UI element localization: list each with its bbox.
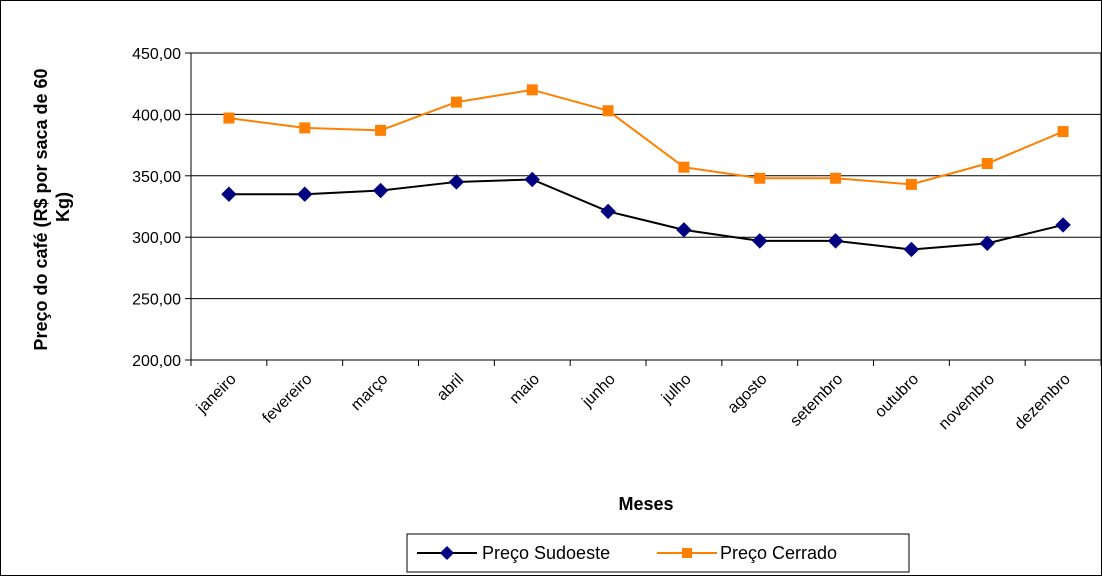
legend-marker	[682, 548, 692, 558]
x-tick-label: fevereiro	[260, 371, 316, 427]
data-point	[752, 233, 768, 249]
legend-item: Preço Sudoeste	[417, 543, 610, 563]
y-axis-ticks: 200,00 250,00 300,00 350,00 400,00 450,00	[132, 46, 191, 370]
y-tick-label: 350,00	[132, 169, 181, 186]
x-tick-label: setembro	[787, 371, 846, 430]
data-point	[678, 161, 690, 173]
data-point	[600, 203, 616, 220]
series-line	[228, 88, 1064, 186]
y-tick-label: 250,00	[132, 292, 181, 309]
data-point	[297, 186, 313, 202]
data-point	[1055, 217, 1071, 233]
y-axis-title: Preço do café (R$ por saca de 60 Kg)	[31, 63, 73, 350]
data-point	[526, 84, 538, 96]
data-point	[375, 124, 387, 136]
legend-label: Preço Sudoeste	[482, 543, 610, 563]
data-point	[754, 172, 766, 184]
data-point	[905, 178, 917, 190]
series-preco-sudoeste	[221, 171, 1071, 258]
data-point	[1057, 126, 1069, 138]
x-tick-label: janeiro	[193, 371, 240, 418]
plot-area	[190, 52, 1102, 361]
gridlines	[191, 52, 1101, 361]
series-layer	[221, 84, 1071, 258]
x-tick-label: junho	[578, 371, 618, 411]
data-point	[827, 233, 844, 249]
series-preco-cerrado	[223, 84, 1069, 190]
data-point	[676, 222, 692, 238]
data-point	[223, 112, 235, 124]
x-tick-label: novembro	[936, 371, 998, 433]
x-axis-title: Meses	[618, 494, 673, 514]
y-axis-title-line-1: Preço do café (R$ por saca de 60	[31, 68, 51, 350]
x-tick-label: agosto	[725, 371, 771, 417]
y-axis-title-line-2: Kg)	[53, 192, 73, 222]
data-point	[981, 158, 993, 170]
x-tick-label: julho	[658, 371, 695, 408]
data-point	[524, 171, 540, 188]
data-point	[299, 122, 311, 134]
y-tick-label: 400,00	[132, 107, 181, 124]
x-tick-label: maio	[507, 371, 544, 408]
data-point	[448, 174, 465, 190]
x-tick-label: dezembro	[1012, 371, 1074, 433]
series-line	[228, 178, 1064, 251]
data-point	[602, 105, 614, 117]
data-point	[903, 241, 920, 258]
x-tick-label: abril	[434, 371, 467, 404]
data-point	[372, 182, 389, 199]
x-tick-label: março	[348, 371, 392, 415]
legend: Preço Sudoeste Preço Cerrado	[406, 533, 910, 573]
data-point	[979, 235, 995, 252]
data-point	[830, 172, 842, 184]
legend-item: Preço Cerrado	[657, 543, 837, 563]
y-tick-label: 300,00	[132, 230, 181, 247]
x-tick-label: outubro	[872, 371, 922, 421]
legend-label: Preço Cerrado	[720, 543, 837, 563]
data-point	[221, 186, 237, 202]
y-tick-label: 450,00	[132, 46, 181, 63]
data-point	[450, 96, 462, 108]
legend-marker	[440, 546, 454, 560]
y-tick-label: 200,00	[132, 353, 181, 370]
x-axis-ticks: janeiro fevereiro março abril maio junho julho…	[190, 360, 1102, 433]
